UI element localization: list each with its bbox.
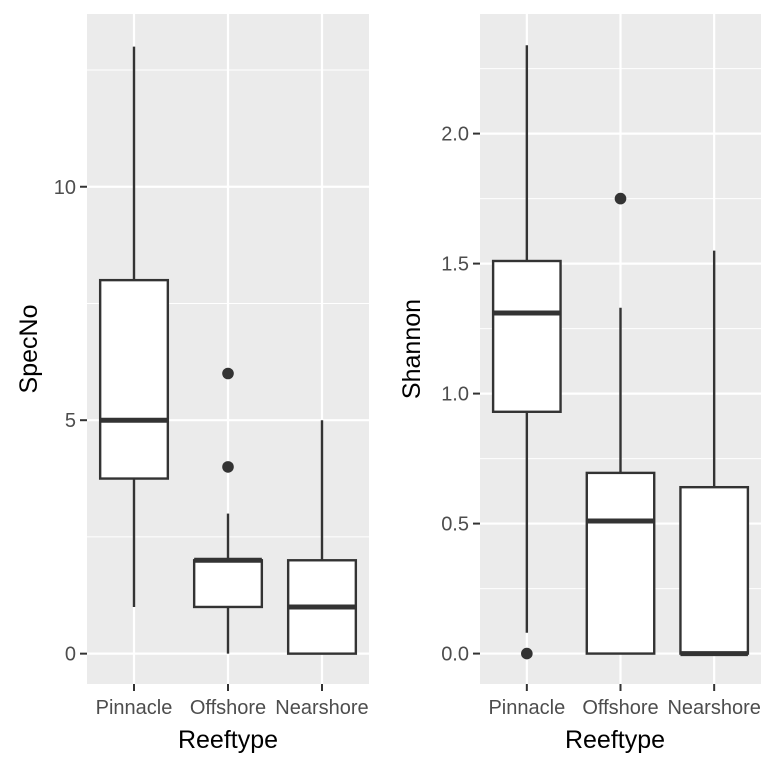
y-tick-label: 1.5 [441, 254, 469, 276]
box-nearshore [679, 250, 750, 657]
y-tick-label: 0.0 [441, 644, 469, 666]
x-axis-title: Reeftype [565, 726, 665, 754]
box-iqr [585, 471, 656, 655]
x-tick-label: Pinnacle [488, 697, 565, 719]
chart-panel-1: 0 5 10 Pinnacle Offshore Nearshore Reeftype Spe… [15, 14, 369, 754]
x-tick-label: Offshore [582, 697, 658, 719]
x-tick-label: Pinnacle [96, 697, 173, 719]
x-tick-label: Offshore [190, 697, 266, 719]
box-iqr [491, 259, 562, 413]
y-tick-label: 0 [65, 644, 76, 666]
box-offshore [192, 367, 264, 654]
box-offshore [585, 192, 656, 655]
outlier-point [222, 461, 234, 473]
x-tick-label: Nearshore [667, 697, 760, 719]
box-pinnacle [491, 45, 562, 660]
box-nearshore [286, 420, 358, 655]
y-tick-label: 5 [65, 410, 76, 432]
outlier-point [614, 192, 627, 205]
y-tick-label: 2.0 [441, 124, 469, 146]
box-iqr [192, 559, 264, 609]
y-axis-title: SpecNo [15, 305, 43, 394]
y-tick-label: 1.0 [441, 384, 469, 406]
x-tick-label: Nearshore [275, 697, 368, 719]
outlier-point [521, 647, 533, 660]
y-axis-title: Shannon [398, 299, 426, 399]
box-iqr [98, 278, 170, 480]
x-axis-title: Reeftype [178, 726, 278, 754]
outlier-point [222, 367, 234, 380]
box-iqr [679, 485, 750, 655]
chart-panel-2: 0.0 0.5 1.0 1.5 2.0 Pinnacle Offshore Nearshore… [398, 14, 761, 754]
box-pinnacle [98, 46, 170, 607]
y-tick-label: 0.5 [441, 514, 469, 536]
y-tick-label: 10 [54, 177, 76, 199]
